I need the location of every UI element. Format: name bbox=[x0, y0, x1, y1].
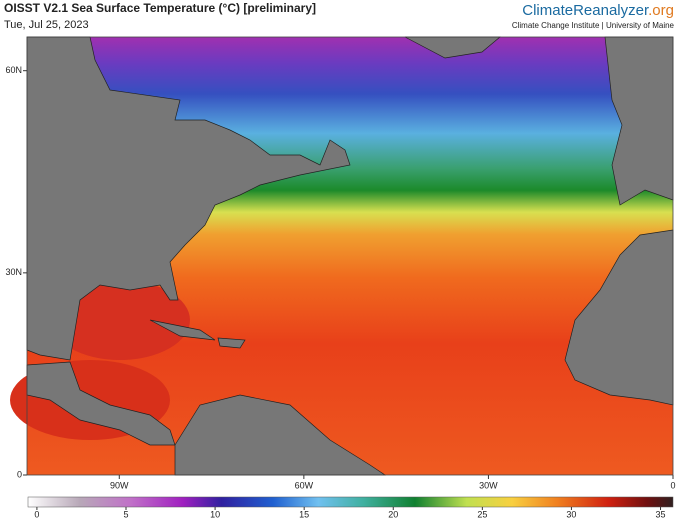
colorbar-label: 35 bbox=[656, 509, 666, 519]
colorbar-label: 30 bbox=[566, 509, 576, 519]
colorbar-label: 25 bbox=[477, 509, 487, 519]
north-america bbox=[26, 36, 351, 361]
colorbar-label: 0 bbox=[34, 509, 39, 519]
colorbar bbox=[27, 496, 674, 508]
cuba bbox=[149, 319, 216, 341]
brand-suffix: .org bbox=[648, 2, 674, 19]
colorbar-label: 5 bbox=[123, 509, 128, 519]
title: OISST V2.1 Sea Surface Temperature (°C) … bbox=[4, 1, 316, 15]
hispaniola bbox=[217, 337, 246, 349]
brand-main: ClimateReanalyzer bbox=[522, 2, 649, 19]
lon-label: 60W bbox=[295, 480, 314, 490]
date: Tue, Jul 25, 2023 bbox=[4, 19, 89, 31]
affiliation: Climate Change Institute | University of… bbox=[512, 21, 675, 30]
colorbar-label: 10 bbox=[210, 509, 220, 519]
brand: ClimateReanalyzer.org bbox=[522, 2, 674, 19]
gulf-warm bbox=[50, 280, 190, 360]
map bbox=[10, 36, 674, 476]
lon-label: 0 bbox=[670, 480, 675, 490]
lon-label: 90W bbox=[110, 480, 129, 490]
map-frame bbox=[26, 36, 674, 476]
lat-label: 0 bbox=[17, 469, 22, 479]
lon-label: 30W bbox=[479, 480, 498, 490]
colorbar-label: 20 bbox=[388, 509, 398, 519]
lat-label: 30N bbox=[5, 267, 22, 277]
africa bbox=[564, 229, 674, 406]
colorbar-label: 15 bbox=[299, 509, 309, 519]
lat-label: 60N bbox=[5, 65, 22, 75]
